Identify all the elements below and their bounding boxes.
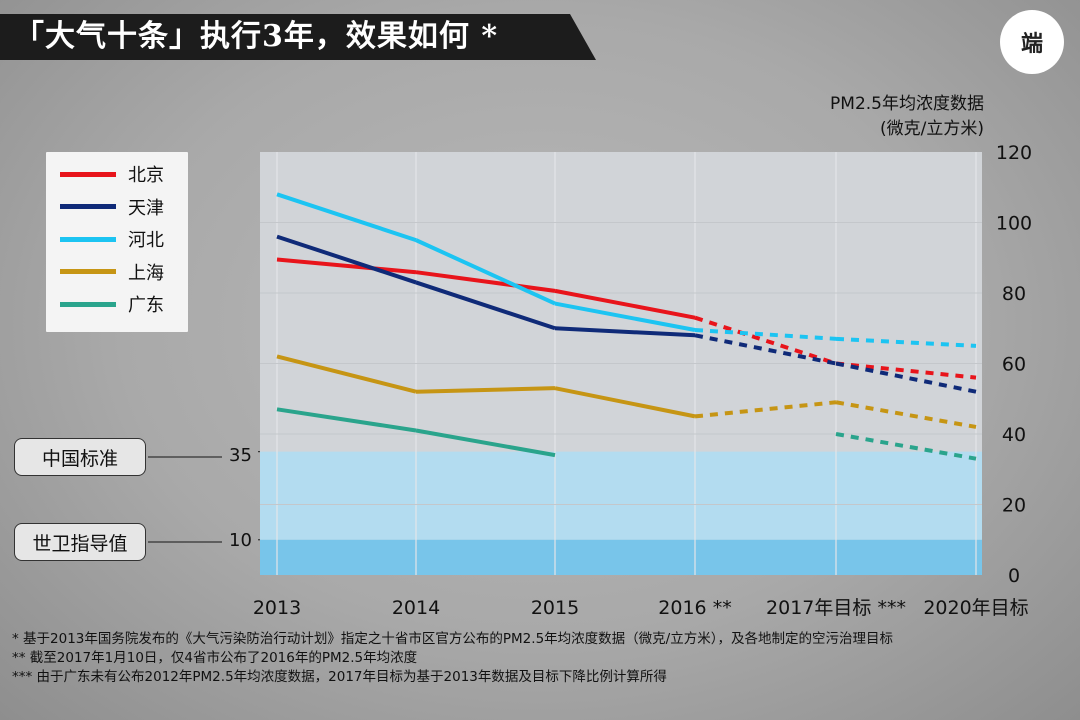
series-2-segment-1: [415, 238, 556, 306]
footnotes: * 基于2013年国务院发布的《大气污染防治行动计划》指定之十省市区官方公布的P…: [12, 630, 1072, 687]
series-0-segment-2: [554, 288, 696, 320]
reference-label-0: 中国标准: [14, 438, 146, 476]
legend-item-3: 上海: [60, 256, 164, 288]
x-tick-5: 2020年目标: [923, 597, 1028, 619]
legend-item-2: 河北: [60, 223, 164, 255]
unit-label-line1: PM2.5年均浓度数据: [830, 94, 984, 114]
series-2-segment-2: [554, 301, 696, 332]
y-tick-40: 40: [1002, 424, 1026, 446]
y-tick-120: 120: [996, 142, 1032, 164]
x-tick-3: 2016 **: [658, 597, 731, 619]
logo-text: 端: [1020, 31, 1043, 57]
legend-swatch: [60, 236, 116, 242]
page-title: 「大气十条」执行3年，效果如何 *: [14, 19, 499, 54]
legend-item-4: 广东: [60, 288, 164, 320]
y-tick-20: 20: [1002, 495, 1026, 517]
series-4-segment-1: [415, 428, 556, 458]
series-0-segment-1: [415, 270, 556, 293]
x-tick-2: 2015: [531, 597, 579, 619]
series-3-segment-1: [415, 386, 556, 394]
legend-label: 河北: [128, 230, 164, 251]
legend-label: 上海: [128, 262, 164, 284]
x-tick-0: 2013: [253, 597, 301, 619]
footnote-2: ** 截至2017年1月10日，仅4省市公布了2016年的PM2.5年均浓度: [12, 650, 418, 666]
band-china-standard: [260, 451, 982, 540]
legend-item-1: 天津: [60, 191, 164, 223]
series-1-segment-0: [276, 234, 417, 285]
reference-label-1: 世卫指导值: [14, 523, 146, 561]
band-who-guideline: [260, 539, 982, 575]
series-1-segment-1: [415, 280, 556, 331]
unit-label-line2: (微克/立方米): [880, 119, 984, 139]
legend-swatch: [60, 269, 116, 274]
series-0-segment-0: [276, 257, 417, 275]
reference-value-1: 10: [229, 530, 252, 551]
legend-swatch: [60, 301, 116, 307]
series-0-segment-3: [694, 315, 837, 366]
y-tick-100: 100: [996, 213, 1032, 235]
footnote-3: *** 由于广东未有公布2012年PM2.5年均浓度数据，2017年目标为基于2…: [12, 669, 667, 685]
series-3-segment-2: [554, 386, 696, 419]
legend-label: 北京: [128, 165, 164, 186]
series-4-segment-0: [276, 407, 417, 433]
legend: 北京天津河北上海广东: [46, 152, 188, 332]
reference-value-0: 35: [229, 445, 252, 466]
series-3-segment-0: [276, 354, 417, 394]
y-tick-60: 60: [1002, 354, 1026, 376]
legend-swatch: [60, 204, 116, 209]
y-tick-0: 0: [1008, 565, 1020, 587]
logo: 端: [1000, 10, 1064, 74]
legend-label: 广东: [128, 295, 164, 316]
x-tick-1: 2014: [392, 597, 440, 619]
legend-label: 天津: [128, 197, 164, 219]
legend-item-0: 北京: [60, 158, 164, 190]
title-banner: [0, 14, 596, 60]
series-2-segment-0: [276, 192, 417, 243]
footnote-1: * 基于2013年国务院发布的《大气污染防治行动计划》指定之十省市区官方公布的P…: [12, 631, 893, 647]
x-tick-4: 2017年目标 ***: [766, 597, 906, 619]
y-tick-80: 80: [1002, 283, 1026, 305]
series-1-segment-2: [554, 326, 696, 338]
legend-swatch: [60, 171, 116, 177]
y-axis-unit-label: PM2.5年均浓度数据 (微克/立方米): [830, 92, 984, 142]
